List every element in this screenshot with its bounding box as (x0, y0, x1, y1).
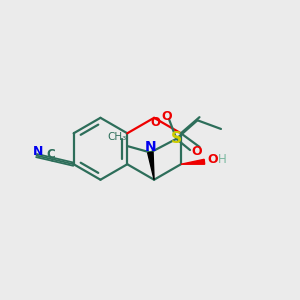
Polygon shape (181, 159, 205, 164)
Text: O: O (150, 116, 160, 129)
Text: C: C (46, 148, 55, 161)
Polygon shape (148, 152, 154, 180)
Text: O: O (161, 110, 172, 123)
Text: S: S (171, 131, 182, 146)
Text: N: N (145, 140, 156, 154)
Text: N: N (32, 145, 43, 158)
Text: O: O (207, 153, 218, 166)
Text: O: O (191, 145, 202, 158)
Text: H: H (218, 153, 227, 166)
Text: CH₃: CH₃ (108, 132, 127, 142)
